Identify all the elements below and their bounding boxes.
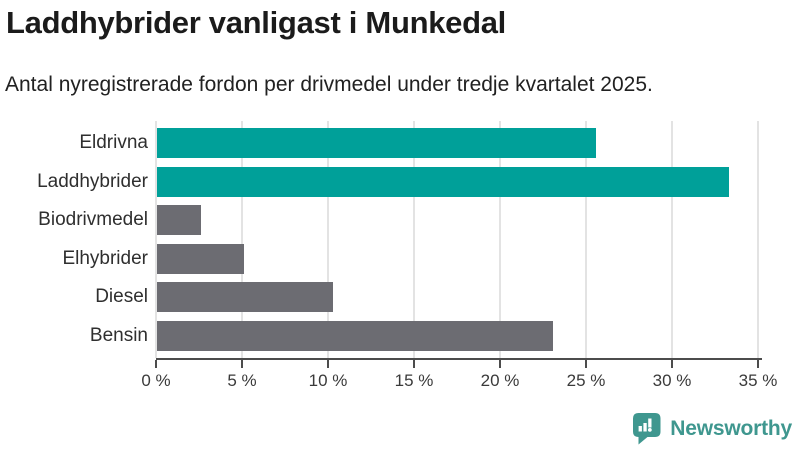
gridline-30 — [671, 121, 673, 358]
x-tick-label-30: 30 % — [652, 371, 692, 390]
category-label-diesel: Diesel — [95, 286, 148, 308]
x-tick-label-0: 0 % — [141, 371, 171, 390]
newsworthy-logo-icon — [633, 413, 661, 445]
x-axis-line — [156, 358, 762, 360]
x-tick-mark-0 — [155, 360, 157, 368]
x-tick-mark-20 — [499, 360, 501, 368]
x-tick-label-10: 10 % — [308, 371, 348, 390]
gridline-5 — [241, 121, 243, 358]
chart-subtitle: Antal nyregistrerade fordon per drivmede… — [5, 73, 653, 96]
bar-eldrivna — [157, 128, 597, 158]
newsworthy-wordmark: Newsworthy — [670, 417, 792, 440]
x-tick-mark-10 — [327, 360, 329, 368]
newsworthy-logo: Newsworthy — [633, 413, 792, 445]
gridline-15 — [413, 121, 415, 358]
gridline-25 — [585, 121, 587, 358]
gridline-10 — [327, 121, 329, 358]
x-tick-mark-5 — [241, 360, 243, 368]
chart-title: Laddhybrider vanligast i Munkedal — [6, 5, 506, 40]
gridline-0 — [155, 121, 157, 358]
x-tick-mark-25 — [585, 360, 587, 368]
x-tick-label-20: 20 % — [480, 371, 520, 390]
gridline-35 — [757, 121, 759, 358]
plot-area — [155, 121, 759, 358]
x-tick-mark-35 — [757, 360, 759, 368]
bar-bensin — [157, 321, 554, 351]
x-tick-label-25: 25 % — [566, 371, 606, 390]
x-tick-mark-30 — [671, 360, 673, 368]
category-label-eldrivna: Eldrivna — [79, 132, 148, 153]
x-tick-label-35: 35 % — [738, 371, 778, 390]
bar-diesel — [157, 282, 334, 313]
category-label-biodrivmedel: Biodrivmedel — [38, 209, 148, 231]
category-label-bensin: Bensin — [89, 325, 148, 346]
gridline-20 — [499, 121, 501, 358]
x-tick-label-5: 5 % — [227, 371, 257, 390]
category-label-laddhybrider: Laddhybrider — [37, 170, 148, 192]
bar-biodrivmedel — [157, 205, 201, 236]
bar-laddhybrider — [157, 166, 729, 197]
x-tick-mark-15 — [413, 360, 415, 368]
x-tick-label-15: 15 % — [394, 371, 434, 390]
category-labels: Eldrivna Laddhybrider Biodrivmedel Elhybrid… — [0, 121, 148, 358]
category-label-elhybrider: Elhybrider — [62, 247, 148, 269]
bar-elhybrider — [157, 243, 244, 274]
